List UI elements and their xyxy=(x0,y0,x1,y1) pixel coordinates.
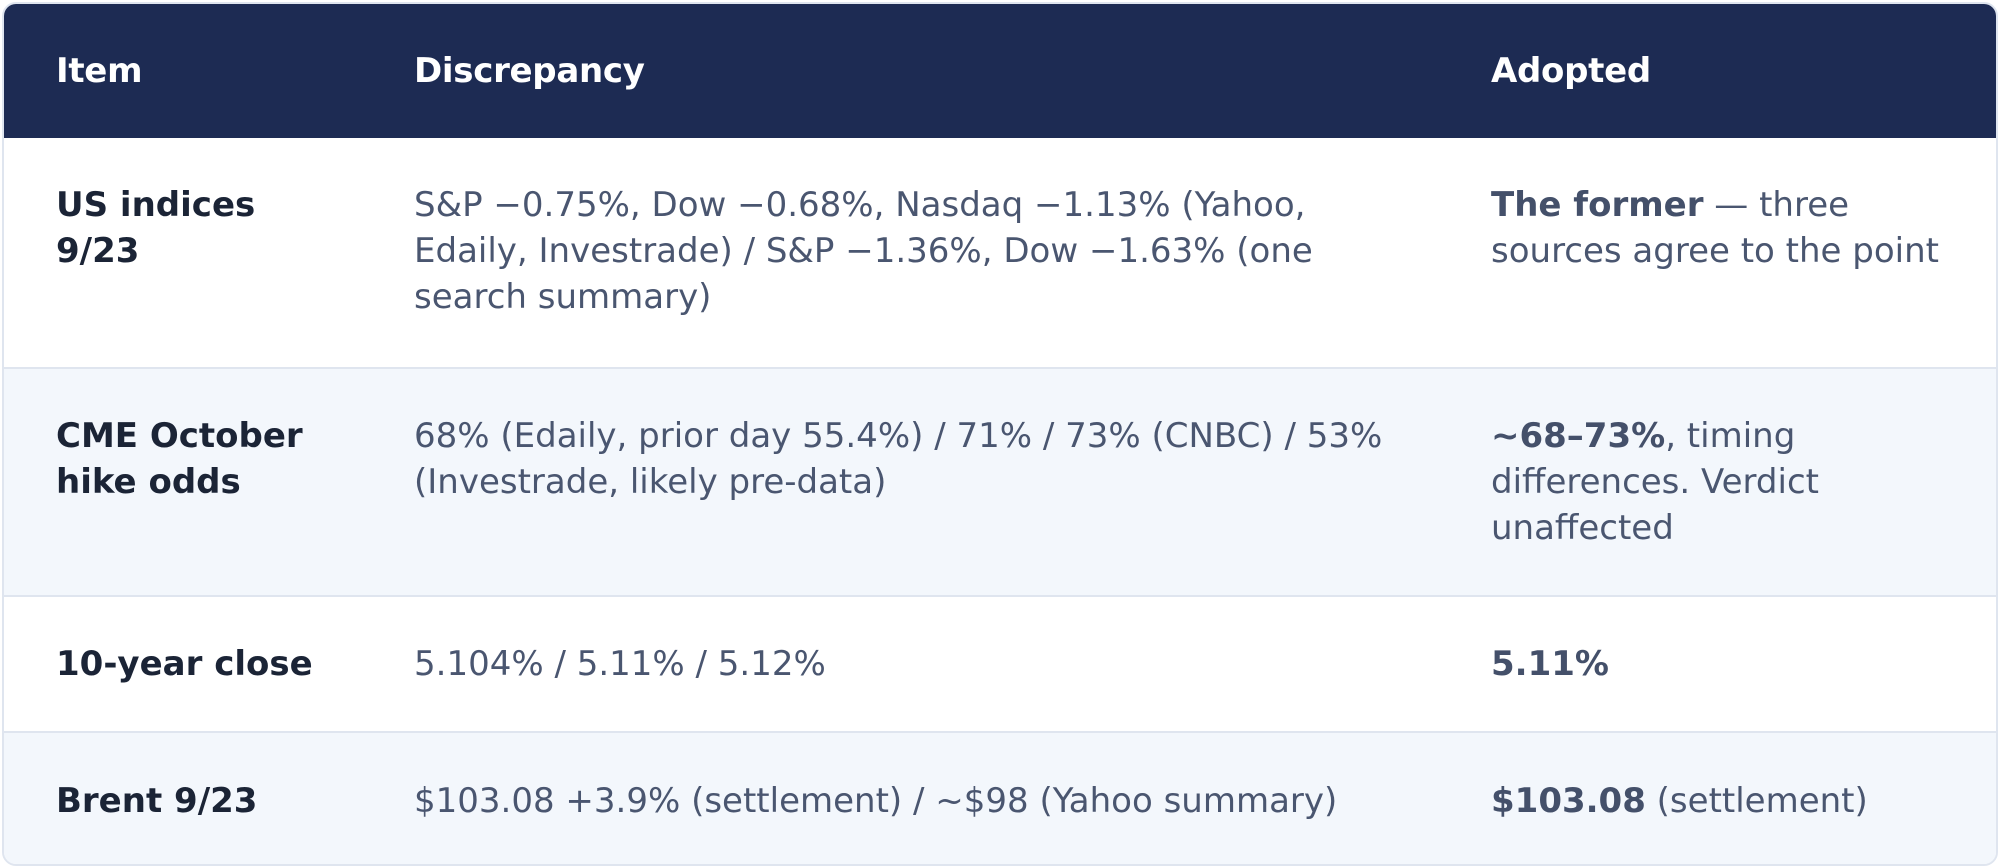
cell-discrepancy: 5.104% / 5.11% / 5.12% xyxy=(414,644,826,684)
cell-adopted: $103.08 (settlement) xyxy=(1439,732,1996,864)
adopted-note: , timing differences. Verdict unaffected xyxy=(1491,416,1819,548)
cell-adopted: 5.11% xyxy=(1439,596,1996,732)
table: Item Discrepancy Adopted US indices 9/23… xyxy=(4,4,1996,864)
adopted-value: $103.08 xyxy=(1491,780,1646,821)
cell-discrepancy: $103.08 +3.9% (settlement) / ~$98 (Yahoo… xyxy=(414,780,1338,821)
table-row: 10-year close 5.104% / 5.11% / 5.12% 5.1… xyxy=(4,596,1996,732)
cell-item: 10-year close xyxy=(56,644,313,684)
header-item: Item xyxy=(56,51,143,91)
cell-adopted: The former — three sources agree to the … xyxy=(1439,138,1996,368)
adopted-note: (settlement) xyxy=(1645,780,1868,821)
header-discrepancy: Discrepancy xyxy=(414,51,645,91)
table-row: US indices 9/23 S&P −0.75%, Dow −0.68%, … xyxy=(4,138,1996,368)
table-row: CME October hike odds 68% (Edaily, prior… xyxy=(4,368,1996,596)
table-row: Brent 9/23 $103.08 +3.9% (settlement) / … xyxy=(4,732,1996,864)
cell-item: CME October hike odds xyxy=(56,416,303,502)
table-header: Item Discrepancy Adopted xyxy=(4,4,1996,138)
cell-discrepancy: 68% (Edaily, prior day 55.4%) / 71% / 73… xyxy=(414,416,1383,502)
cell-adopted: ~68–73%, timing differences. Verdict una… xyxy=(1439,368,1996,596)
adopted-value: 5.11% xyxy=(1491,644,1609,684)
cell-item: Brent 9/23 xyxy=(56,780,258,821)
adopted-value: The former xyxy=(1491,185,1704,225)
header-adopted: Adopted xyxy=(1491,51,1651,91)
cell-discrepancy: S&P −0.75%, Dow −0.68%, Nasdaq −1.13% (Y… xyxy=(414,185,1313,317)
adopted-value: ~68–73% xyxy=(1491,416,1666,456)
header-row: Item Discrepancy Adopted xyxy=(4,4,1996,138)
adopted-note: — three sources agree to the point xyxy=(1491,185,1939,271)
table-body: US indices 9/23 S&P −0.75%, Dow −0.68%, … xyxy=(4,138,1996,864)
cell-item: US indices 9/23 xyxy=(56,185,256,271)
